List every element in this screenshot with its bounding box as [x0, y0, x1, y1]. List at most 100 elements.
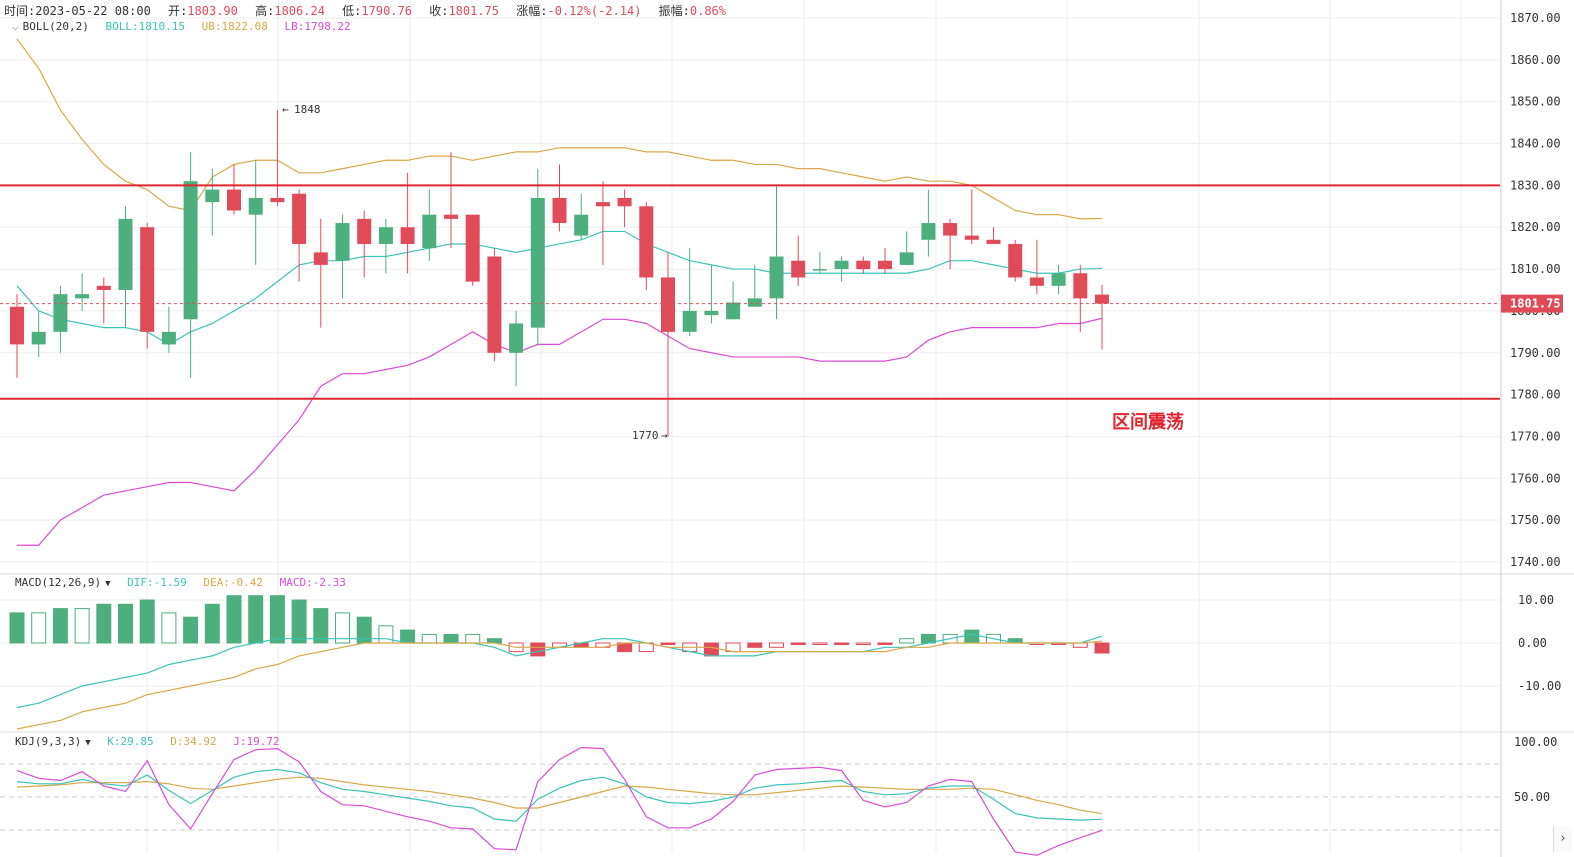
kdj-k-line: [16, 768, 1103, 822]
kdj-tick-label: 100.00: [1514, 735, 1557, 749]
candle-body: [335, 223, 350, 261]
macd-bar: [378, 625, 394, 644]
macd-dropdown-icon[interactable]: ▼: [105, 579, 111, 589]
price-tick-label: 1750.00: [1510, 513, 1561, 527]
macd-name[interactable]: MACD(12,26,9): [15, 576, 102, 589]
macd-bar: [769, 642, 784, 648]
candle-body: [595, 202, 610, 207]
macd-bar: [660, 642, 676, 645]
macd-bar: [139, 599, 155, 644]
price-tick-label: 1740.00: [1510, 555, 1561, 569]
macd-bar: [31, 612, 47, 644]
macd-bar: [703, 642, 719, 657]
chevron-right-icon[interactable]: ›: [1553, 826, 1572, 852]
range-note: 区间震荡: [1112, 412, 1184, 433]
macd-bar: [313, 608, 329, 644]
high-arrow-icon: ←: [282, 103, 289, 116]
kdj-j-line: [16, 746, 1103, 856]
candle-body: [487, 256, 502, 353]
boll-name[interactable]: BOLL(20,2): [22, 20, 89, 33]
candle-body: [75, 294, 90, 299]
price-tick-label: 1860.00: [1510, 53, 1561, 67]
candle-body: [726, 302, 741, 320]
kdj-name[interactable]: KDJ(9,3,3): [15, 735, 82, 748]
macd-bar: [226, 595, 242, 644]
boll-lb-line: [17, 317, 1103, 546]
candle-body: [31, 331, 46, 345]
candle-body: [1029, 277, 1044, 286]
macd-bar: [118, 603, 133, 644]
candle-body: [53, 294, 68, 332]
candle-body: [856, 260, 871, 270]
candle-body: [10, 306, 24, 345]
price-tick-label: 1870.00: [1510, 11, 1561, 25]
candle-body: [161, 331, 176, 345]
kdj-dropdown-icon[interactable]: ▼: [85, 738, 91, 748]
candle-body: [1073, 273, 1088, 299]
macd-bar: [964, 629, 980, 644]
macd-bar: [96, 603, 112, 644]
candle-body: [661, 277, 675, 332]
kdj-j-value: J:19.72: [233, 735, 280, 748]
candle-body: [422, 214, 437, 249]
macd-bar: [1072, 642, 1088, 648]
range-lines: [0, 184, 1500, 400]
candle-body: [617, 197, 632, 207]
boll-mid-line: [16, 230, 1103, 346]
candle-body: [227, 189, 241, 211]
candle-body: [552, 197, 567, 224]
candle-body: [834, 260, 849, 270]
macd-bar: [834, 642, 850, 645]
price-axis: 1870.00 1860.00 1850.00 1840.00 1830.00 1820.…: [1501, 11, 1563, 804]
current-price-tag: [1501, 294, 1563, 313]
macd-bar: [335, 612, 350, 644]
candle-body: [205, 189, 220, 203]
macd-bar: [443, 633, 459, 644]
candle-body: [444, 214, 458, 219]
candle-body: [292, 193, 307, 244]
candle-body: [465, 214, 480, 282]
extreme-markers: ← 1848 1770 →: [282, 103, 668, 442]
macd-bar: [9, 612, 25, 644]
price-tick-label: 1850.00: [1510, 95, 1561, 109]
candle-body: [140, 227, 155, 332]
macd-tick-label: 10.00: [1518, 593, 1554, 607]
candle-body: [747, 298, 762, 307]
low-marker-label: 1770: [632, 429, 659, 442]
macd-tick-label: 0.00: [1518, 636, 1547, 650]
macd-bar: [877, 642, 893, 645]
macd-value: MACD:-2.33: [279, 576, 346, 589]
kdj-tick-label: 50.00: [1514, 790, 1550, 804]
candle-body: [96, 285, 111, 290]
candle-body: [248, 197, 263, 215]
price-tick-label: 1840.00: [1510, 137, 1561, 151]
kdj-d-line: [16, 776, 1103, 815]
macd-dea-line: [16, 640, 1103, 730]
kdj-d-value: D:34.92: [170, 735, 217, 748]
macd-bar: [812, 642, 828, 645]
candle-body: [378, 227, 393, 244]
candle-body: [791, 260, 806, 278]
macd-bar: [161, 612, 177, 644]
high-field: 高:1806.24: [255, 4, 325, 18]
high-marker-label: 1848: [294, 103, 321, 116]
price-tick-label: 1810.00: [1510, 262, 1561, 276]
time-field: 时间:2023-05-22 08:00: [4, 4, 151, 18]
chevron-down-icon[interactable]: ⌵: [12, 20, 19, 33]
boll-legend: ⌵ BOLL(20,2) BOLL:1810.15 UB:1822.08 LB:1…: [12, 20, 361, 33]
kdj-k-value: K:29.85: [107, 735, 154, 748]
boll-ub-value: UB:1822.08: [201, 20, 268, 33]
candle-body: [530, 197, 545, 328]
macd-bar: [486, 638, 502, 644]
macd-legend: MACD(12,26,9) ▼ DIF:-1.59 DEA:-0.42 MACD:…: [15, 576, 356, 589]
candle-body: [682, 310, 697, 332]
macd-bar: [269, 595, 285, 644]
macd-bar: [52, 608, 68, 644]
candle-body: [1008, 243, 1023, 278]
macd-panel: [9, 595, 1110, 730]
low-field: 低:1790.76: [342, 4, 412, 18]
price-tick-label: 1830.00: [1510, 178, 1561, 192]
candle-body: [769, 256, 784, 299]
candle-body: [986, 239, 1001, 244]
